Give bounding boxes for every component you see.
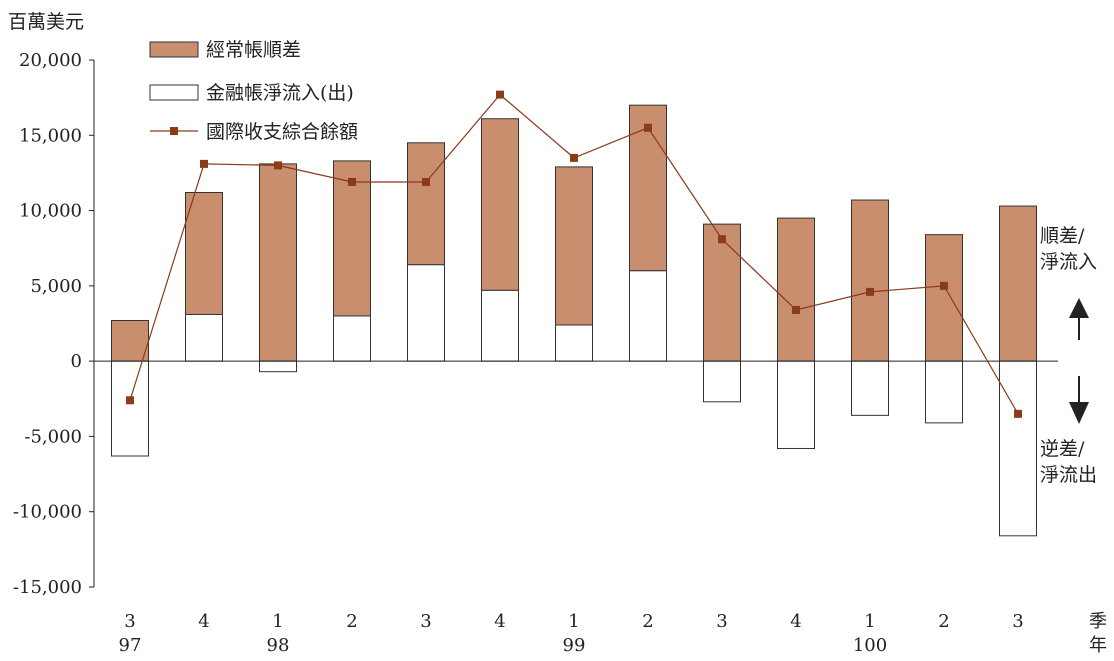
point-overall-balance: [940, 281, 948, 290]
bar-current-account: [185, 192, 223, 315]
x-tick-label-quarter: 3: [1012, 611, 1023, 632]
y-tick-label: -15,000: [13, 577, 82, 598]
bar-financial-account: [407, 264, 445, 362]
x-tick-label-quarter: 3: [420, 611, 431, 632]
surplus-note-line2: 淨流入: [1040, 251, 1097, 273]
bar-financial-account: [555, 324, 593, 362]
point-overall-balance: [866, 287, 874, 296]
deficit-note-line1: 逆差/: [1040, 438, 1085, 460]
surplus-note-line1: 順差/: [1040, 225, 1085, 247]
x-tick-label-quarter: 1: [272, 611, 283, 632]
y-tick-label: 20,000: [19, 50, 82, 71]
bar-current-account: [111, 319, 149, 362]
bar-current-account: [999, 205, 1037, 362]
legend-swatch-current-account: [149, 41, 199, 58]
point-overall-balance: [718, 235, 726, 244]
x-tick-label-quarter: 2: [346, 611, 357, 632]
bar-financial-account: [185, 313, 223, 362]
bar-financial-account: [629, 270, 667, 362]
point-overall-balance: [274, 161, 282, 170]
x-tick-label-quarter: 1: [568, 611, 579, 632]
y-tick-label: 15,000: [19, 125, 82, 146]
x-tick-label-quarter: 3: [716, 611, 727, 632]
legend-swatch-financial-account: [149, 84, 199, 101]
bar-current-account: [851, 199, 889, 362]
point-overall-balance: [792, 305, 800, 314]
bar-financial-account: [333, 315, 371, 362]
bar-financial-account: [999, 360, 1037, 537]
x-tick-label-quarter: 4: [790, 611, 801, 632]
point-overall-balance: [570, 153, 578, 162]
direction-notes: 順差/ 淨流入 逆差/ 淨流出: [1040, 225, 1097, 486]
x-tick-label-quarter: 1: [864, 611, 875, 632]
legend-label-current-account: 經常帳順差: [206, 39, 301, 61]
bar-current-account: [259, 163, 297, 362]
y-tick-label: 10,000: [19, 201, 82, 222]
bar-financial-account: [703, 360, 741, 403]
plot-area: 20,000 15,000 10,000 5,000 0 -5,000 -10,000 -15…: [13, 50, 1058, 656]
up-arrow-icon: [1069, 298, 1089, 340]
bar-current-account: [925, 234, 963, 362]
x-tick-label-quarter: 4: [494, 611, 505, 632]
point-overall-balance: [126, 396, 134, 405]
bar-financial-account: [777, 360, 815, 449]
point-overall-balance: [348, 177, 356, 186]
bar-current-account: [407, 142, 445, 266]
x-tick-label-year: 97: [119, 635, 142, 656]
point-overall-balance: [496, 90, 504, 99]
bar-financial-account: [111, 360, 149, 457]
x-tick-label-quarter: 2: [642, 611, 653, 632]
x-axis-label-year: 年: [1089, 635, 1107, 656]
legend-label-overall-balance: 國際收支綜合餘額: [206, 121, 358, 143]
bar-financial-account: [481, 289, 519, 362]
bar-financial-account: [925, 360, 963, 424]
bar-current-account: [777, 217, 815, 362]
legend-label-financial-account: 金融帳淨流入(出): [206, 82, 354, 104]
point-overall-balance: [644, 123, 652, 132]
x-axis-label-quarter: 季: [1089, 611, 1107, 632]
bar-current-account: [703, 223, 741, 362]
y-tick-label: 0: [71, 351, 82, 372]
x-tick-label-quarter: 2: [938, 611, 949, 632]
y-tick-label: -10,000: [13, 502, 82, 523]
point-overall-balance: [1014, 409, 1022, 418]
y-unit-label: 百萬美元: [8, 11, 84, 33]
x-tick-label-year: 100: [853, 635, 887, 656]
x-tick-label-year: 99: [563, 635, 586, 656]
point-overall-balance: [200, 159, 208, 168]
point-overall-balance: [422, 177, 430, 186]
y-tick-label: -5,000: [24, 426, 82, 447]
deficit-note-line2: 淨流出: [1040, 464, 1097, 486]
x-tick-label-quarter: 3: [124, 611, 135, 632]
y-tick-label: 5,000: [30, 276, 82, 297]
bar-current-account: [555, 166, 593, 326]
bar-financial-account: [259, 360, 297, 373]
down-arrow-icon: [1069, 376, 1089, 424]
legend-marker-overall-balance: [170, 127, 178, 135]
x-tick-label-year: 98: [267, 635, 290, 656]
bar-current-account: [481, 118, 519, 291]
bar-current-account: [333, 160, 371, 317]
x-tick-label-quarter: 4: [198, 611, 209, 632]
legend: 經常帳順差 金融帳淨流入(出) 國際收支綜合餘額: [149, 39, 358, 143]
bar-financial-account: [851, 360, 889, 416]
